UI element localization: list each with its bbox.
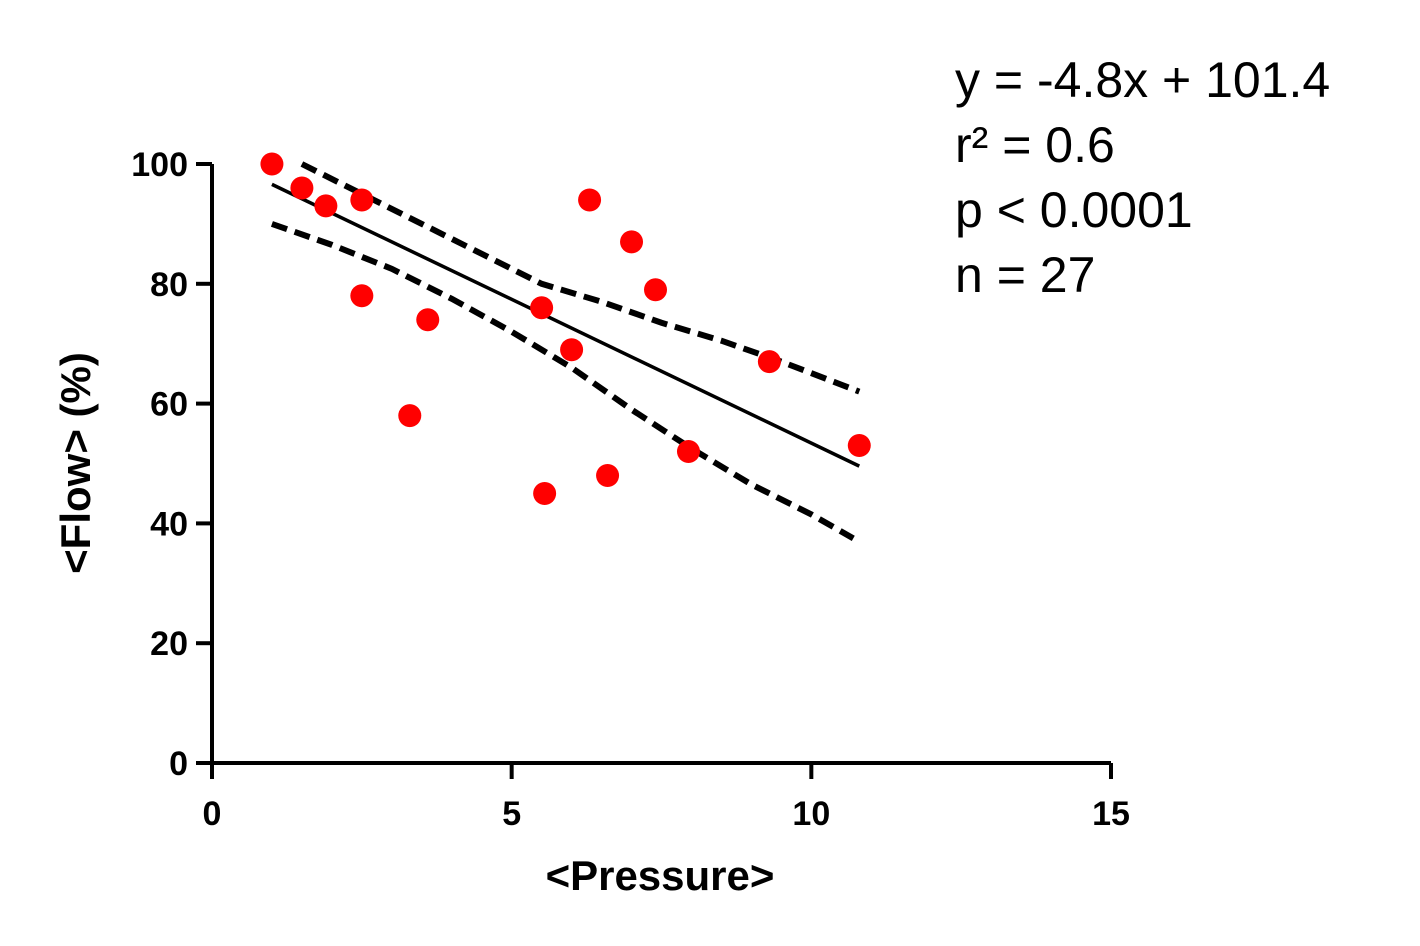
data-point xyxy=(757,350,781,374)
confidence-band-lower xyxy=(270,221,855,541)
data-point xyxy=(398,404,422,428)
x-tick-label: 0 xyxy=(203,795,222,833)
regression-line-group xyxy=(271,182,861,468)
y-tick-label: 60 xyxy=(150,386,188,424)
data-point xyxy=(644,278,668,302)
y-tick-label: 0 xyxy=(169,745,188,783)
data-points xyxy=(260,152,871,505)
data-point xyxy=(620,230,644,254)
x-tick-label: 5 xyxy=(502,795,521,833)
data-point xyxy=(533,481,557,505)
data-point xyxy=(847,434,871,458)
confidence-bands xyxy=(270,161,861,541)
x-tick-label: 10 xyxy=(792,795,830,833)
y-tick-label: 40 xyxy=(150,505,188,543)
data-point xyxy=(676,440,700,464)
data-point xyxy=(350,284,374,308)
y-axis-title: <Flow> (%) xyxy=(52,352,99,574)
data-point xyxy=(416,308,440,332)
data-point xyxy=(350,188,374,212)
annotation-n: n = 27 xyxy=(955,247,1095,303)
y-tick-label: 20 xyxy=(150,625,188,663)
annotation-r-squared: r² = 0.6 xyxy=(955,117,1115,173)
data-point xyxy=(314,194,338,218)
data-point xyxy=(560,338,584,362)
data-point xyxy=(530,296,554,320)
x-axis-title: <Pressure> xyxy=(546,852,775,899)
data-point xyxy=(578,188,602,212)
data-point xyxy=(596,463,620,487)
data-point xyxy=(260,152,284,176)
y-tick-label: 80 xyxy=(150,266,188,304)
annotation-equation: y = -4.8x + 101.4 xyxy=(955,52,1330,108)
x-tick-label: 15 xyxy=(1092,795,1130,833)
regression-line xyxy=(271,182,861,468)
confidence-band-upper xyxy=(300,161,861,395)
stats-annotations: y = -4.8x + 101.4 r² = 0.6 p < 0.0001 n … xyxy=(955,52,1330,303)
data-point xyxy=(290,176,314,200)
annotation-p-value: p < 0.0001 xyxy=(955,182,1193,238)
y-tick-label: 100 xyxy=(131,146,188,184)
axes: 0 5 10 15 0 20 40 60 80 100 xyxy=(131,146,1130,833)
